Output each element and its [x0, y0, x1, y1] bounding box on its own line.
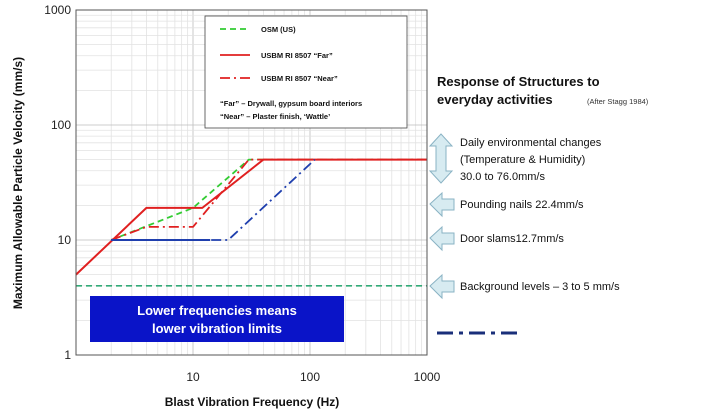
response-item-background: Background levels – 3 to 5 mm/s: [460, 281, 620, 293]
series-line-3: [111, 158, 316, 241]
legend: OSM (US) USBM RI 8507 “Far” USBM RI 8507…: [204, 15, 408, 129]
double-arrow-icon: [428, 133, 454, 184]
series-line-2: [110, 158, 427, 241]
x-axis-label: Blast Vibration Frequency (Hz): [165, 395, 339, 409]
response-title-line-1: Response of Structures to: [437, 74, 600, 89]
legend-label-near: USBM RI 8507 “Near”: [261, 74, 338, 83]
legend-note-far: “Far” – Drywall, gypsum board interiors: [220, 99, 362, 108]
y-tick-label: 1: [64, 348, 71, 362]
left-arrow-icon: [429, 273, 455, 300]
callout-line-1: Lower frequencies means: [137, 303, 297, 318]
callout: Lower frequencies means lower vibration …: [90, 296, 344, 342]
series-line-0: [110, 158, 427, 241]
response-item-environment-line-2: (Temperature & Humidity): [460, 154, 585, 166]
x-tick-labels: 10 100 1000: [186, 370, 440, 384]
x-tick-label: 1000: [414, 370, 441, 384]
y-axis-label: Maximum Allowable Particle Velocity (mm/…: [11, 57, 25, 309]
y-tick-label: 100: [51, 118, 71, 132]
response-item-environment-line-3: 30.0 to 76.0mm/s: [460, 171, 545, 183]
y-tick-label: 10: [58, 233, 72, 247]
x-tick-label: 100: [300, 370, 320, 384]
left-arrow-icon: [429, 191, 455, 218]
legend-box: [204, 15, 408, 129]
x-tick-label: 10: [186, 370, 200, 384]
response-source: (After Stagg 1984): [587, 97, 649, 106]
response-panel: Response of Structures to everyday activ…: [428, 74, 649, 335]
plot-frame: [75, 9, 428, 356]
response-item-nails: Pounding nails 22.4mm/s: [460, 199, 584, 211]
legend-label-far: USBM RI 8507 “Far”: [261, 51, 333, 60]
callout-line-2: lower vibration limits: [152, 321, 282, 336]
response-item-doors: Door slams12.7mm/s: [460, 233, 564, 245]
left-arrow-icon: [429, 225, 455, 252]
response-title-line-2: everyday activities: [437, 92, 553, 107]
legend-note-near: “Near” – Plaster finish, ‘Wattle’: [220, 112, 330, 121]
response-item-environment-line-1: Daily environmental changes: [460, 137, 602, 149]
callout-box: [90, 296, 344, 342]
y-tick-label: 1000: [44, 3, 71, 17]
y-tick-labels: 1 10 100 1000: [44, 3, 71, 362]
series-line-1: [75, 158, 427, 276]
series-layer: [75, 158, 427, 276]
legend-label-osm: OSM (US): [261, 25, 296, 34]
